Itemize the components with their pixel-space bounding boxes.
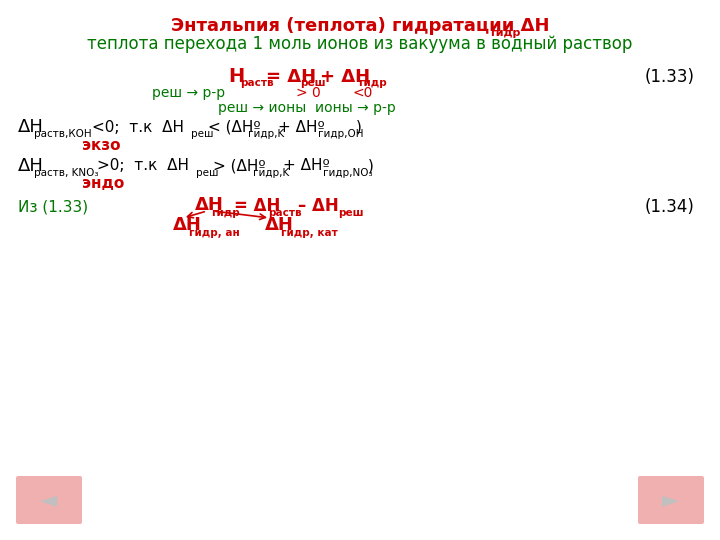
Text: экзо: экзо bbox=[82, 138, 120, 152]
Text: раств,КОН: раств,КОН bbox=[34, 129, 91, 139]
Text: > 0: > 0 bbox=[296, 86, 320, 100]
Text: реш: реш bbox=[191, 129, 214, 139]
Text: ионы → р-р: ионы → р-р bbox=[315, 101, 396, 115]
FancyBboxPatch shape bbox=[16, 476, 82, 524]
Text: = ΔH: = ΔH bbox=[234, 197, 280, 215]
Text: = ΔH: = ΔH bbox=[266, 68, 316, 86]
Text: раств: раств bbox=[240, 78, 274, 88]
Text: реш → р-р: реш → р-р bbox=[152, 86, 225, 100]
Text: ΔH: ΔH bbox=[18, 118, 44, 136]
Text: (1.34): (1.34) bbox=[645, 198, 695, 216]
Text: Энтальпия (теплота) гидратации ΔH: Энтальпия (теплота) гидратации ΔH bbox=[171, 17, 549, 35]
Text: ): ) bbox=[368, 159, 374, 173]
Text: ΔH: ΔH bbox=[265, 216, 294, 234]
Text: гидр, кат: гидр, кат bbox=[281, 228, 338, 238]
Text: гидр: гидр bbox=[211, 208, 240, 218]
Text: (1.33): (1.33) bbox=[645, 68, 695, 86]
Text: <0;  т.к  ΔH: <0; т.к ΔH bbox=[92, 119, 184, 134]
Text: >0;  т.к  ΔH: >0; т.к ΔH bbox=[97, 159, 189, 173]
Text: < (ΔHº: < (ΔHº bbox=[208, 119, 261, 134]
Text: гидр: гидр bbox=[490, 28, 521, 38]
Text: гидр,K: гидр,K bbox=[253, 168, 289, 178]
Text: реш: реш bbox=[196, 168, 218, 178]
Text: > (ΔHº: > (ΔHº bbox=[213, 159, 266, 173]
Text: ΔH: ΔH bbox=[173, 216, 202, 234]
Text: + ΔHº: + ΔHº bbox=[283, 159, 330, 173]
Text: реш: реш bbox=[338, 208, 364, 218]
Text: ): ) bbox=[356, 119, 362, 134]
Text: раств, KNO₃: раств, KNO₃ bbox=[34, 168, 99, 178]
Text: ►: ► bbox=[662, 490, 680, 510]
Text: <0: <0 bbox=[352, 86, 372, 100]
Text: гидр,OH: гидр,OH bbox=[318, 129, 364, 139]
Text: эндо: эндо bbox=[82, 177, 125, 192]
Text: ΔH: ΔH bbox=[195, 196, 224, 214]
Text: ΔH: ΔH bbox=[18, 157, 44, 175]
Text: реш → ионы: реш → ионы bbox=[218, 101, 306, 115]
Text: гидр,NO₃: гидр,NO₃ bbox=[323, 168, 373, 178]
Text: – ΔH: – ΔH bbox=[298, 197, 338, 215]
Text: гидр,K: гидр,K bbox=[248, 129, 284, 139]
Text: ◄: ◄ bbox=[40, 490, 58, 510]
Text: гидр, ан: гидр, ан bbox=[189, 228, 240, 238]
Text: теплота перехода 1 моль ионов из вакуума в водный раствор: теплота перехода 1 моль ионов из вакуума… bbox=[87, 35, 633, 53]
Text: Из (1.33): Из (1.33) bbox=[18, 199, 88, 214]
Text: + ΔH: + ΔH bbox=[320, 68, 370, 86]
Text: гидр: гидр bbox=[358, 78, 387, 88]
Text: реш: реш bbox=[300, 78, 325, 88]
Text: + ΔHº: + ΔHº bbox=[278, 119, 325, 134]
FancyBboxPatch shape bbox=[638, 476, 704, 524]
Text: раств: раств bbox=[268, 208, 302, 218]
Text: H: H bbox=[228, 66, 244, 85]
